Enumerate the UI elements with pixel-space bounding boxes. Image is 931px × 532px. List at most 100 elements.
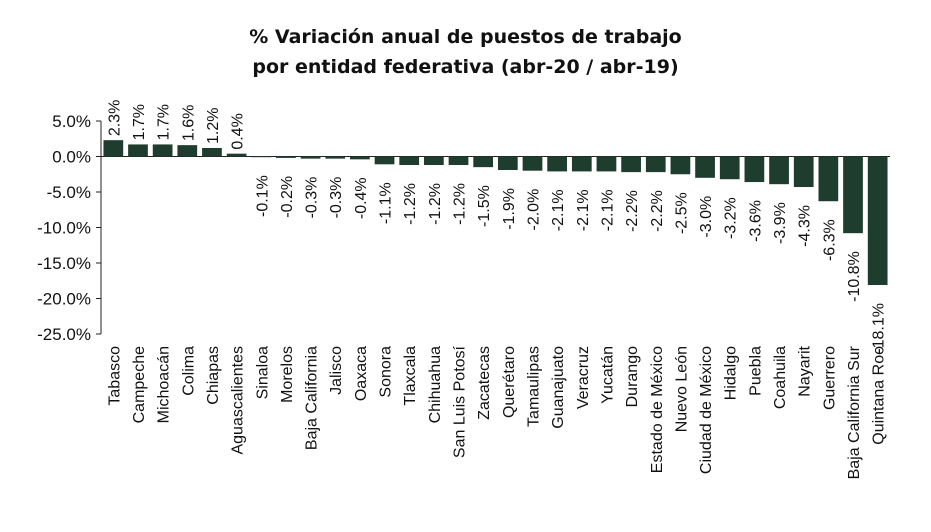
category-label: Nuevo León	[673, 346, 690, 432]
category-label: Ciudad de México	[698, 346, 715, 474]
data-label: 1.7%	[156, 104, 173, 140]
data-label: 1.6%	[180, 105, 197, 141]
bar	[325, 156, 346, 159]
bar	[645, 156, 666, 173]
bar	[251, 156, 272, 158]
category-label: Hidalgo	[723, 346, 740, 400]
bar	[276, 156, 296, 158]
data-label: -1.9%	[501, 188, 518, 230]
category-label: Aguascalientes	[230, 346, 247, 455]
category-label: Quintana Roo	[871, 346, 888, 445]
data-label: -0.1%	[254, 175, 271, 217]
bar	[350, 156, 370, 160]
data-label: -0.3%	[304, 177, 321, 219]
category-label: Querétaro	[501, 346, 518, 418]
category-label: Baja California	[304, 346, 321, 450]
bar	[547, 156, 568, 172]
data-label: 2.3%	[106, 100, 123, 136]
data-label: -3.0%	[698, 196, 715, 238]
category-label: Estado de México	[649, 346, 666, 473]
bar	[522, 156, 543, 171]
data-label: 1.7%	[131, 104, 148, 140]
data-label: -2.1%	[599, 189, 616, 231]
y-tick-label: -20.0%	[37, 290, 91, 309]
bar	[843, 156, 863, 234]
data-label: -0.3%	[328, 177, 345, 219]
bar	[399, 156, 420, 166]
y-tick-label: -15.0%	[37, 254, 91, 273]
y-tick-label: -25.0%	[37, 325, 91, 344]
data-label: -0.4%	[353, 177, 370, 219]
bar	[497, 156, 518, 170]
bar	[202, 147, 222, 157]
category-label: Puebla	[747, 346, 764, 396]
data-label: -3.6%	[747, 200, 764, 242]
data-label: -2.5%	[673, 192, 690, 234]
data-label: -2.2%	[649, 190, 666, 232]
bar	[867, 156, 888, 286]
data-label: -2.1%	[550, 189, 567, 231]
bar	[448, 156, 469, 166]
category-label: Chihuahua	[427, 346, 444, 424]
data-label: -6.3%	[821, 219, 838, 261]
bar	[152, 144, 173, 157]
category-label: Campeche	[131, 346, 148, 423]
bar	[177, 145, 198, 157]
data-label: -4.3%	[797, 205, 814, 247]
category-label: Veracruz	[575, 346, 592, 409]
bar	[695, 156, 715, 178]
value-labels: 2.3% 1.7% 1.7% 1.6% 1.2% 0.4%-0.1% -0.2% -0.3% -…	[106, 100, 887, 354]
data-label: -2.0%	[525, 189, 542, 231]
category-label: Colima	[180, 346, 197, 396]
bar	[818, 156, 839, 202]
bar	[571, 156, 592, 172]
data-label: -3.2%	[723, 197, 740, 239]
bar	[719, 156, 740, 180]
category-label: San Luis Potosí	[452, 345, 469, 458]
category-label: Baja California Sur	[846, 345, 863, 479]
chart-title-line2: por entidad federativa (abr-20 / abr-19)	[252, 56, 679, 78]
y-tick-label: -5.0%	[47, 183, 91, 202]
category-label: Yucatán	[599, 346, 616, 404]
y-tick-label: 5.0%	[52, 112, 91, 131]
data-label: -2.1%	[575, 189, 592, 231]
category-label: Zacatecas	[476, 346, 493, 420]
bar	[226, 153, 247, 157]
data-label: -10.8%	[846, 251, 863, 302]
bar	[670, 156, 691, 175]
bar	[596, 156, 617, 172]
chart-title: % Variación anual de puestos de trabajo …	[0, 22, 931, 82]
category-labels: Tabasco Campeche Michoacán Colima Chiapas Agu…	[106, 345, 887, 479]
data-label: -18.1%	[871, 303, 888, 354]
bar	[769, 156, 789, 185]
data-label: 0.4%	[230, 113, 247, 149]
data-label: -2.2%	[624, 190, 641, 232]
data-label: 1.2%	[205, 108, 222, 144]
bar	[744, 156, 765, 183]
bar	[423, 156, 444, 166]
bar	[473, 156, 494, 168]
category-label: Oaxaca	[353, 346, 370, 401]
category-label: Sonora	[378, 346, 395, 398]
category-label: Coahuila	[772, 346, 789, 409]
data-label: -1.2%	[427, 183, 444, 225]
category-label: Durango	[624, 346, 641, 407]
bars	[103, 140, 888, 286]
data-label: -1.2%	[402, 183, 419, 225]
bar	[103, 140, 124, 157]
chart-title-line1: % Variación anual de puestos de trabajo	[249, 26, 682, 48]
category-label: Tamaulipas	[525, 346, 542, 427]
category-label: Tlaxcala	[402, 346, 419, 406]
data-label: -1.1%	[378, 182, 395, 224]
bar	[128, 144, 148, 157]
bar	[300, 156, 321, 159]
y-tick-label: -10.0%	[37, 219, 91, 238]
category-label: Tabasco	[106, 346, 123, 406]
data-label: -1.5%	[476, 185, 493, 227]
category-label: Sinaloa	[254, 346, 271, 399]
category-label: Jalisco	[328, 346, 345, 395]
category-label: Nayarit	[797, 345, 814, 396]
y-tick-label: 0.0%	[52, 148, 91, 167]
bar	[374, 156, 395, 165]
category-label: Michoacán	[156, 346, 173, 423]
